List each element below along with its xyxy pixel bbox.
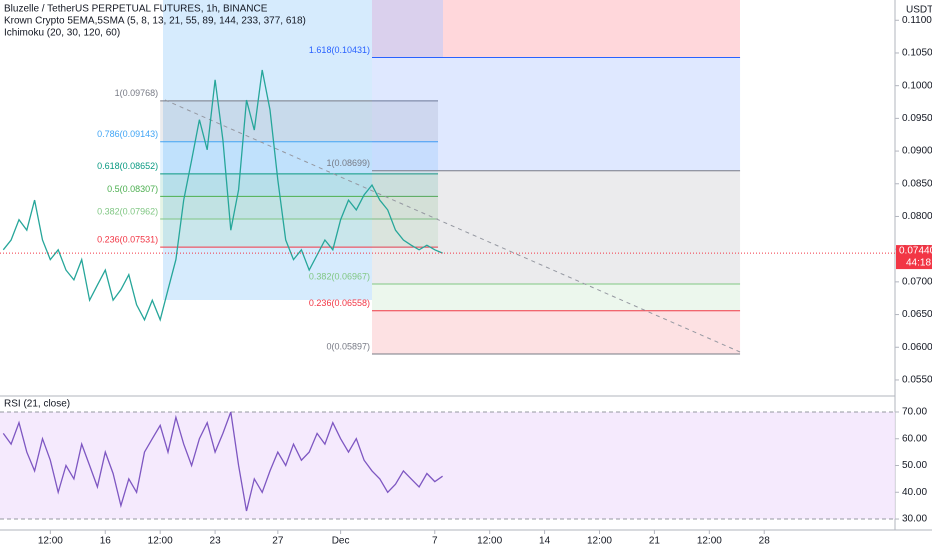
fib-label: 0.786(0.09143)	[97, 129, 158, 139]
rsi-title: RSI (21, close)	[4, 399, 70, 410]
y-tick-label: 0.11000	[902, 15, 932, 26]
fib-label: 0(0.05897)	[326, 341, 370, 351]
last-price-box	[896, 245, 932, 270]
x-tick-label: 12:00	[38, 536, 63, 547]
fib-label: 0.618(0.08652)	[97, 161, 158, 171]
y-tick-label: 70.00	[902, 407, 927, 418]
fib-band	[160, 100, 439, 142]
rsi-band	[0, 411, 895, 520]
chart-title: Bluzelle / TetherUS PERPETUAL FUTURES, 1…	[4, 4, 268, 15]
indicator-label: Ichimoku (20, 30, 120, 60)	[4, 28, 120, 39]
x-tick-label: 7	[432, 536, 438, 547]
date-range	[443, 0, 740, 57]
date-range	[163, 0, 372, 300]
fib-label: 1(0.08699)	[326, 158, 370, 168]
fib-label: 1.618(0.10431)	[309, 45, 370, 55]
x-tick-label: 14	[539, 536, 551, 547]
fib-label: 0.382(0.07962)	[97, 206, 158, 216]
x-tick-label: 16	[100, 536, 112, 547]
x-tick-label: 27	[272, 536, 284, 547]
x-tick-label: 12:00	[697, 536, 722, 547]
x-tick-label: 12:00	[148, 536, 173, 547]
x-tick-label: 21	[649, 536, 661, 547]
fib-label: 0.236(0.07531)	[97, 235, 158, 245]
x-tick-label: Dec	[332, 536, 350, 547]
fib-group: 1(0.09768) 0.786(0.09143) 0.618(0.08652) 0.…	[97, 45, 741, 355]
indicator-label: Krown Crypto 5EMA,5SMA (5, 8, 13, 21, 55…	[4, 16, 306, 27]
fib-label: 0.236(0.06558)	[309, 298, 370, 308]
y-tick-label: 30.00	[902, 514, 927, 525]
last-price-label: 0.07440	[899, 246, 932, 257]
date-range	[372, 0, 443, 57]
fib-label: 0.5(0.08307)	[107, 184, 158, 194]
series-line	[2, 69, 443, 322]
y-tick-label: 40.00	[902, 487, 927, 498]
x-tick-label: 23	[210, 536, 222, 547]
fib-band	[371, 284, 741, 311]
fib-band	[371, 57, 741, 171]
y-tick-label: 50.00	[902, 460, 927, 471]
fib-label: 0.382(0.06967)	[309, 271, 370, 281]
unit-label: USDT	[906, 5, 932, 16]
fib-band	[160, 173, 439, 197]
y-tick-label: 60.00	[902, 433, 927, 444]
fib-band	[371, 310, 741, 354]
fib-label: 1(0.09768)	[115, 88, 159, 98]
fib-band	[371, 170, 741, 285]
countdown-label: 44:18	[906, 258, 931, 269]
series-line	[2, 411, 443, 512]
x-tick-label: 28	[759, 536, 771, 547]
x-tick-label: 12:00	[477, 536, 502, 547]
trend-line	[164, 99, 741, 353]
fib-band	[160, 218, 439, 248]
x-tick-label: 12:00	[587, 536, 612, 547]
